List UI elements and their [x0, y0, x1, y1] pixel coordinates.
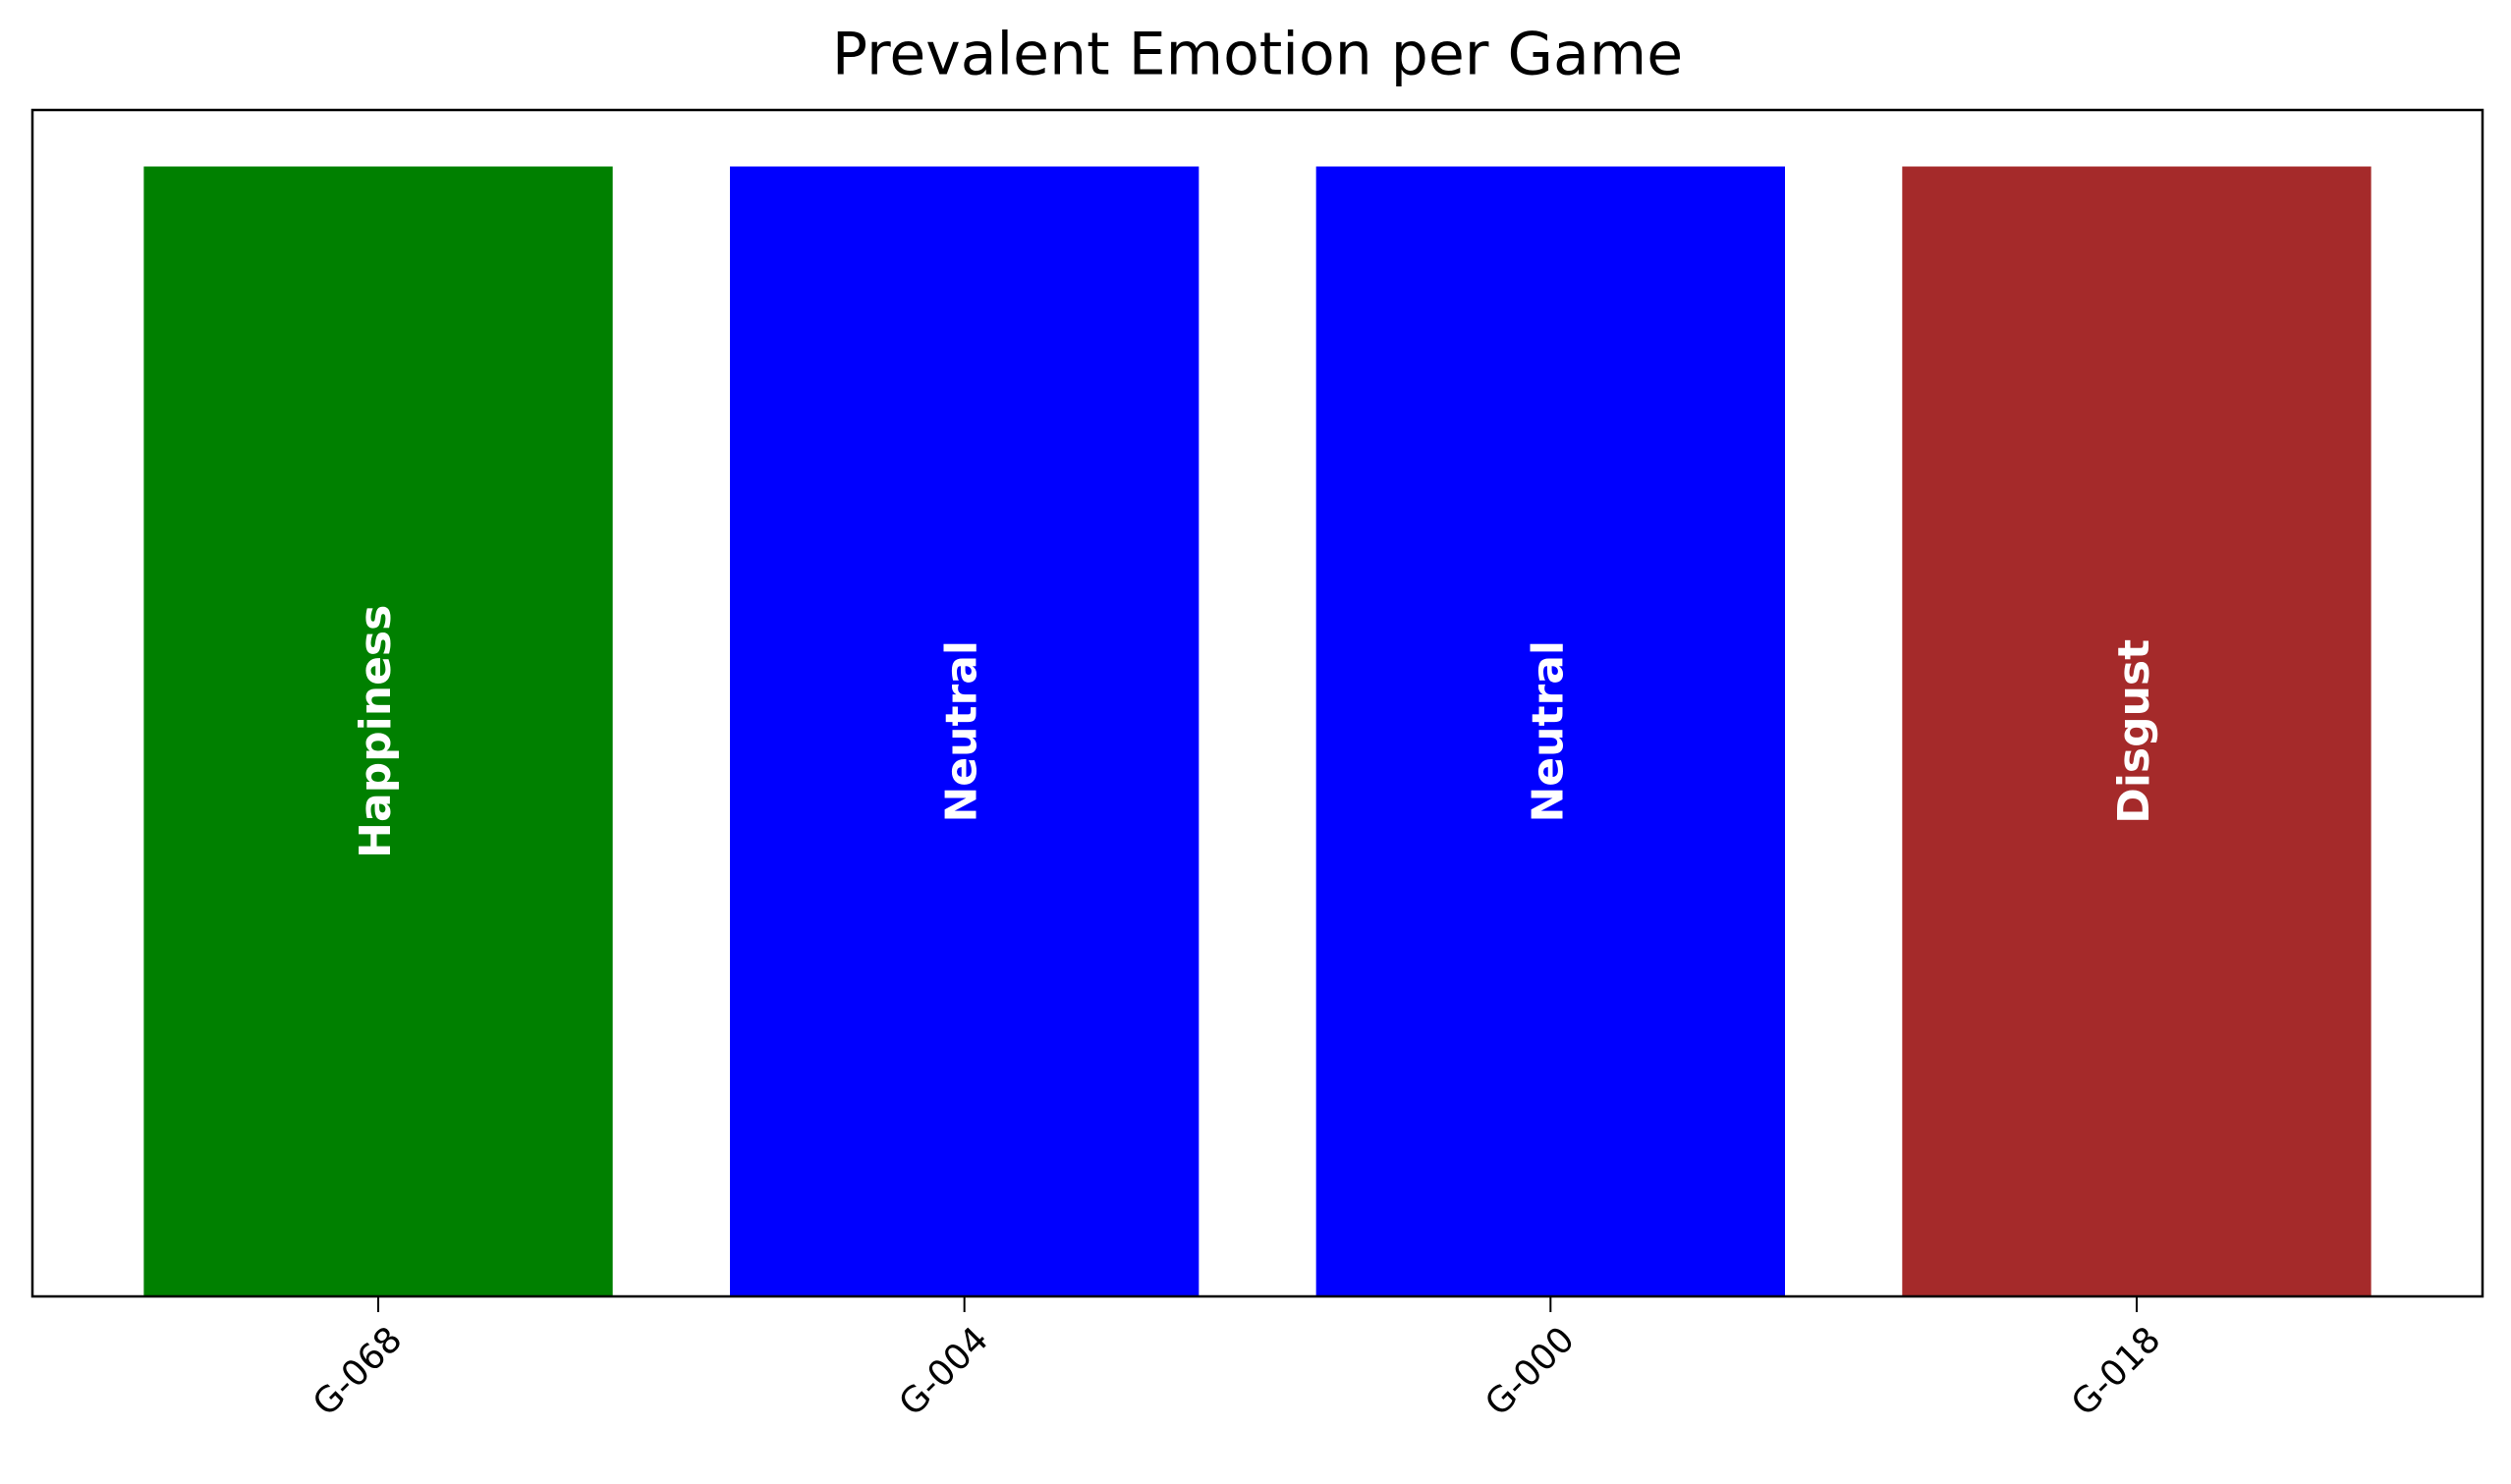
- bar: [1315, 166, 1785, 1296]
- x-tick-label: G-018: [2064, 1319, 2168, 1423]
- bar-label: Neutral: [937, 640, 987, 823]
- bar-label: Happiness: [351, 605, 401, 858]
- x-tick-label: G-004: [892, 1319, 996, 1423]
- bar: [730, 166, 1200, 1296]
- bar: [1902, 166, 2372, 1296]
- x-tick-label: G-068: [306, 1319, 410, 1423]
- bar: [143, 166, 613, 1296]
- x-tick-label: G-000: [1478, 1319, 1582, 1423]
- chart-title: Prevalent Emotion per Game: [832, 21, 1683, 89]
- bar-label: Disgust: [2109, 639, 2159, 824]
- plot-frame: [30, 108, 2484, 1298]
- bar-label: Neutral: [1523, 640, 1573, 823]
